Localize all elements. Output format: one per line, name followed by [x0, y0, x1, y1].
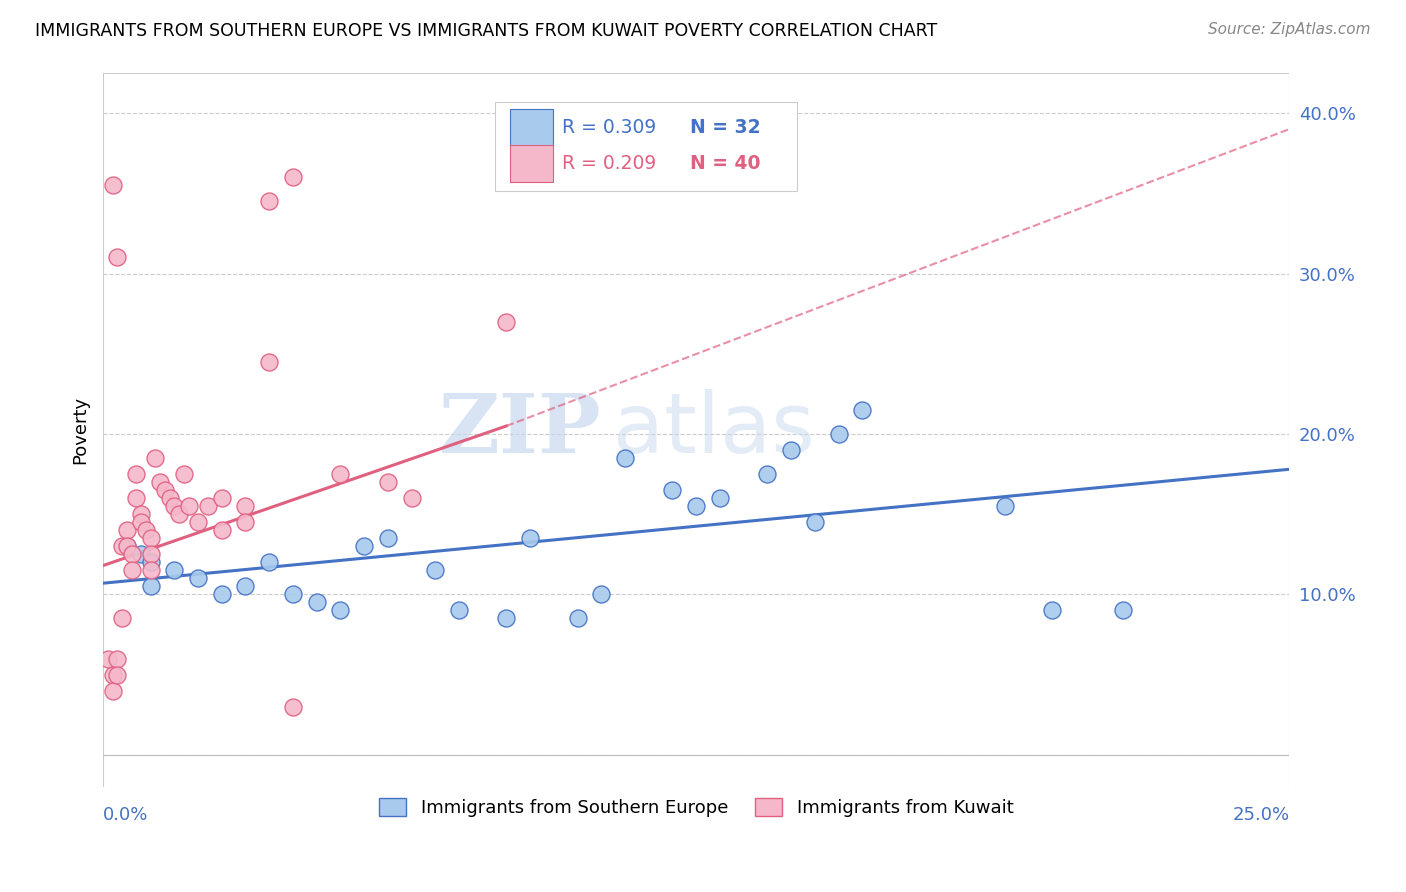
Point — [567, 611, 589, 625]
Point — [519, 531, 541, 545]
Point — [125, 467, 148, 481]
Point — [257, 194, 280, 209]
Point — [97, 651, 120, 665]
Point — [111, 611, 134, 625]
Point — [281, 587, 304, 601]
Point — [197, 499, 219, 513]
Point — [257, 555, 280, 569]
Point — [211, 523, 233, 537]
Point — [139, 555, 162, 569]
Point — [614, 451, 637, 466]
Point — [495, 611, 517, 625]
Point — [305, 595, 328, 609]
Point — [105, 651, 128, 665]
Text: Source: ZipAtlas.com: Source: ZipAtlas.com — [1208, 22, 1371, 37]
Point — [780, 443, 803, 458]
Point — [661, 483, 683, 497]
Point — [129, 547, 152, 561]
Point — [101, 683, 124, 698]
Point — [105, 251, 128, 265]
Point — [377, 531, 399, 545]
Text: atlas: atlas — [613, 390, 815, 470]
Point — [105, 667, 128, 681]
Text: R = 0.209: R = 0.209 — [562, 154, 657, 173]
Point — [235, 515, 257, 529]
Point — [756, 467, 779, 481]
Point — [235, 579, 257, 593]
Point — [115, 539, 138, 553]
Point — [827, 427, 849, 442]
Point — [143, 451, 166, 466]
Point — [101, 667, 124, 681]
Text: R = 0.309: R = 0.309 — [562, 119, 657, 137]
Point — [447, 603, 470, 617]
Point — [125, 491, 148, 505]
Point — [377, 475, 399, 489]
Point — [425, 563, 447, 577]
FancyBboxPatch shape — [495, 102, 797, 191]
Point — [139, 531, 162, 545]
Point — [851, 403, 873, 417]
Point — [173, 467, 195, 481]
Text: 25.0%: 25.0% — [1232, 806, 1289, 824]
Point — [993, 499, 1015, 513]
Y-axis label: Poverty: Poverty — [72, 396, 89, 464]
Point — [139, 579, 162, 593]
Point — [111, 539, 134, 553]
Text: IMMIGRANTS FROM SOUTHERN EUROPE VS IMMIGRANTS FROM KUWAIT POVERTY CORRELATION CH: IMMIGRANTS FROM SOUTHERN EUROPE VS IMMIG… — [35, 22, 938, 40]
Point — [235, 499, 257, 513]
Point — [591, 587, 613, 601]
Point — [135, 523, 157, 537]
Point — [153, 483, 176, 497]
Point — [163, 499, 186, 513]
FancyBboxPatch shape — [510, 145, 553, 182]
Point — [329, 467, 352, 481]
Point — [177, 499, 200, 513]
Text: N = 32: N = 32 — [690, 119, 761, 137]
Point — [139, 547, 162, 561]
Legend: Immigrants from Southern Europe, Immigrants from Kuwait: Immigrants from Southern Europe, Immigra… — [371, 790, 1021, 824]
Point — [101, 178, 124, 193]
Point — [159, 491, 181, 505]
Point — [329, 603, 352, 617]
Point — [257, 355, 280, 369]
Point — [353, 539, 375, 553]
Point — [281, 170, 304, 185]
Point — [709, 491, 731, 505]
Point — [1040, 603, 1063, 617]
Point — [121, 563, 143, 577]
Point — [187, 515, 209, 529]
Point — [211, 587, 233, 601]
Point — [495, 315, 517, 329]
Point — [163, 563, 186, 577]
FancyBboxPatch shape — [510, 110, 553, 146]
Point — [115, 523, 138, 537]
Point — [401, 491, 423, 505]
Point — [139, 563, 162, 577]
Point — [281, 699, 304, 714]
Point — [167, 507, 190, 521]
Text: N = 40: N = 40 — [690, 154, 761, 173]
Point — [121, 547, 143, 561]
Point — [115, 539, 138, 553]
Point — [685, 499, 707, 513]
Point — [149, 475, 172, 489]
Text: ZIP: ZIP — [439, 390, 602, 470]
Point — [1112, 603, 1135, 617]
Point — [804, 515, 827, 529]
Text: 0.0%: 0.0% — [103, 806, 149, 824]
Point — [187, 571, 209, 585]
Point — [129, 507, 152, 521]
Point — [129, 515, 152, 529]
Point — [211, 491, 233, 505]
